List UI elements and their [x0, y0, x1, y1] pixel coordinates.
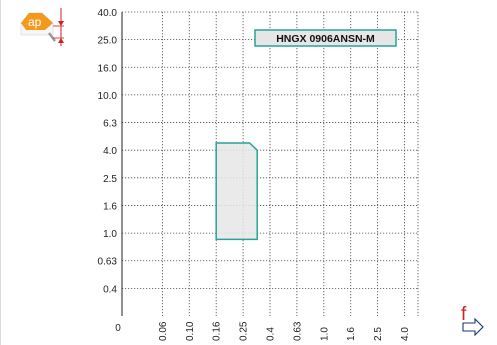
arrow-right-icon	[462, 317, 484, 337]
f-label: f	[461, 304, 467, 325]
y-tick-label: 1.0	[103, 229, 117, 240]
x-tick-label: 1.6	[346, 327, 357, 341]
y-tick-label: 6.3	[103, 119, 117, 130]
application-range-polygon	[215, 142, 258, 241]
x-tick-label: 2.5	[373, 327, 384, 341]
x-tick-label: 1.0	[319, 327, 330, 341]
y-tick-label: 4.0	[103, 146, 117, 157]
y-tick-label: 25.0	[98, 36, 118, 47]
x-tick-label: 0.25	[239, 321, 250, 341]
y-tick-label: 16.0	[98, 63, 118, 74]
y-axis: 40.0 25.0 16.0 10.0 6.3 4.0 2.5 1.6 1.0 0.63 0.4	[98, 8, 118, 295]
feed-axis-label: f	[461, 304, 484, 337]
x-tick-label: 0.16	[212, 321, 223, 341]
x-tick-label: 0	[115, 323, 121, 334]
page-left-border	[0, 0, 1, 345]
ap-label: ap	[28, 15, 42, 29]
ap-depth-of-cut-icon: ap	[20, 8, 64, 46]
y-tick-label: 0.63	[98, 257, 118, 268]
chart-title: HNGX 0906ANSN-M	[276, 33, 375, 45]
x-tick-label: 4.0	[400, 327, 411, 341]
x-axis: 0 0.06 0.10 0.16 0.25 0.4 0.63 1.0 1.6 2.5 4.0	[115, 321, 411, 341]
x-tick-label: 0.06	[158, 321, 169, 341]
application-range-region	[215, 142, 258, 241]
y-tick-label: 0.4	[103, 284, 117, 295]
y-tick-label: 1.6	[103, 201, 117, 212]
x-tick-label: 0.4	[266, 327, 277, 341]
y-tick-label: 10.0	[98, 91, 118, 102]
y-tick-label: 2.5	[103, 174, 117, 185]
x-tick-label: 0.63	[292, 321, 303, 341]
x-tick-label: 0.10	[185, 321, 196, 341]
grid	[121, 11, 419, 316]
chart-title-box: HNGX 0906ANSN-M	[254, 29, 397, 47]
y-tick-label: 40.0	[98, 8, 118, 19]
